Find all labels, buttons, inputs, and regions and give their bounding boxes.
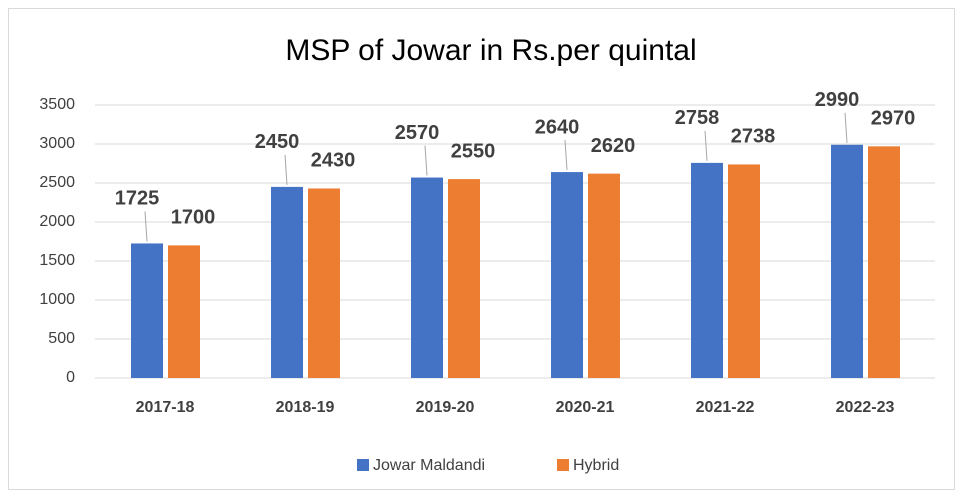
y-tick-label: 3000 bbox=[39, 135, 75, 152]
bar bbox=[168, 245, 200, 378]
data-label: 2550 bbox=[451, 140, 496, 162]
y-tick-label: 1000 bbox=[39, 291, 75, 308]
data-label: 2430 bbox=[311, 150, 356, 172]
legend-swatch bbox=[357, 459, 369, 471]
leader-line bbox=[844, 112, 848, 143]
data-label: 2990 bbox=[815, 89, 860, 111]
data-label: 2640 bbox=[535, 116, 580, 138]
bar bbox=[308, 188, 340, 378]
y-tick-label: 2000 bbox=[39, 213, 75, 230]
bar bbox=[868, 146, 900, 378]
x-tick-label: 2021-22 bbox=[696, 399, 755, 416]
y-tick-label: 500 bbox=[48, 330, 75, 347]
bar bbox=[448, 179, 480, 378]
bar bbox=[411, 177, 443, 378]
chart-border bbox=[8, 8, 955, 490]
legend-swatch bbox=[557, 459, 569, 471]
bar bbox=[831, 144, 863, 378]
x-tick-label: 2020-21 bbox=[556, 399, 615, 416]
chart-title: MSP of Jowar in Rs.per quintal bbox=[285, 34, 696, 67]
x-tick-label: 2018-19 bbox=[276, 399, 335, 416]
y-tick-label: 2500 bbox=[39, 174, 75, 191]
data-label: 2620 bbox=[591, 135, 636, 157]
leader-line bbox=[284, 154, 288, 185]
data-label: 1700 bbox=[171, 207, 216, 229]
data-label: 2970 bbox=[871, 108, 916, 130]
x-tick-label: 2017-18 bbox=[136, 399, 195, 416]
data-label: 2450 bbox=[255, 131, 300, 153]
legend-label: Hybrid bbox=[573, 457, 619, 474]
bar bbox=[131, 243, 163, 378]
bar bbox=[271, 186, 303, 378]
bar bbox=[551, 172, 583, 378]
data-label: 2570 bbox=[395, 122, 440, 144]
leader-line bbox=[144, 211, 148, 242]
x-tick-label: 2022-23 bbox=[836, 399, 895, 416]
legend-label: Jowar Maldandi bbox=[373, 457, 485, 474]
leader-line bbox=[704, 130, 708, 161]
data-label: 1725 bbox=[115, 188, 160, 210]
data-label: 2758 bbox=[675, 107, 720, 129]
y-tick-label: 1500 bbox=[39, 252, 75, 269]
x-tick-label: 2019-20 bbox=[416, 399, 475, 416]
bar bbox=[728, 164, 760, 378]
bar bbox=[691, 162, 723, 378]
data-label: 2738 bbox=[731, 126, 776, 148]
y-tick-label: 3500 bbox=[39, 96, 75, 113]
y-tick-label: 0 bbox=[66, 369, 75, 386]
leader-line bbox=[564, 140, 568, 171]
bar bbox=[588, 173, 620, 378]
leader-line bbox=[424, 145, 428, 176]
